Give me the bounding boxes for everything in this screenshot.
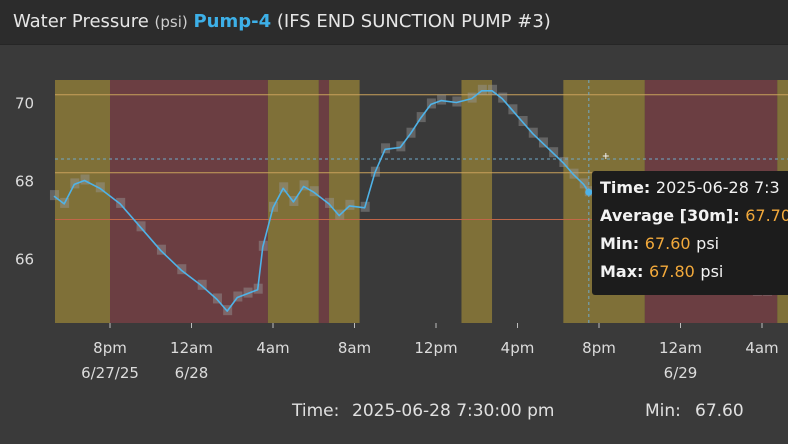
tooltip-max-unit: psi bbox=[700, 262, 724, 281]
min-max-step bbox=[437, 94, 447, 105]
chart-title: Water Pressure (psi) Pump-4 (IFS END SUN… bbox=[13, 11, 551, 32]
tooltip-min-unit: psi bbox=[696, 234, 720, 253]
tooltip-min-label: Min: bbox=[600, 234, 640, 253]
footer-time-value: 2025-06-28 7:30:00 pm bbox=[352, 401, 555, 421]
tooltip-max-row: Max: 67.80 psi bbox=[600, 262, 723, 281]
series-line bbox=[53, 90, 778, 312]
min-max-step bbox=[177, 264, 187, 275]
footer-min-label: Min: bbox=[645, 401, 681, 421]
tooltip-time-row: Time: 2025-06-28 7:3 bbox=[600, 178, 780, 197]
tooltip-min-value: 67.60 bbox=[644, 234, 691, 253]
y-tick-label: 66 bbox=[15, 251, 34, 269]
min-max-step bbox=[559, 156, 569, 167]
x-tick-label: 12am bbox=[170, 339, 213, 357]
min-max-step bbox=[381, 143, 391, 154]
pump-name-link[interactable]: Pump-4 bbox=[193, 11, 272, 32]
min-max-step bbox=[136, 221, 146, 232]
x-tick-date-label: 6/29 bbox=[664, 364, 698, 382]
tooltip-max-value: 67.80 bbox=[649, 262, 695, 281]
x-tick-label: 4am bbox=[256, 339, 289, 357]
metric-unit: (psi) bbox=[154, 13, 188, 31]
tooltip-min-row: Min: 67.60 psi bbox=[600, 234, 719, 253]
y-tick-label: 68 bbox=[15, 173, 34, 191]
x-tick-date-label: 6/27/25 bbox=[81, 364, 139, 382]
min-max-step bbox=[488, 84, 498, 95]
crosshair bbox=[55, 80, 788, 323]
chart-header: Water Pressure (psi) Pump-4 (IFS END SUN… bbox=[0, 0, 788, 45]
x-axis: 8pm 6/27/25 12am 6/28 4am 8am 12pm 4pm 8pm 12am 6/… bbox=[81, 323, 779, 382]
pump-description: (IFS END SUNCTION PUMP #3) bbox=[276, 11, 551, 32]
hover-point bbox=[585, 188, 593, 196]
tooltip-average-value: 67.70 bbox=[745, 206, 788, 225]
y-tick-label: 70 bbox=[15, 95, 34, 113]
min-max-step bbox=[309, 186, 319, 197]
x-tick-date-label: 6/28 bbox=[175, 364, 209, 382]
tooltip-time-label: Time: bbox=[600, 178, 651, 197]
series-line-group bbox=[53, 90, 778, 312]
y-axis: 66 68 70 bbox=[15, 95, 34, 269]
x-tick-label: 8am bbox=[338, 339, 371, 357]
chart-footer: Time: 2025-06-28 7:30:00 pm Min: 67.60 bbox=[0, 398, 788, 428]
x-tick-label: 4pm bbox=[501, 339, 535, 357]
status-band bbox=[110, 80, 268, 323]
x-tick-label: 4am bbox=[745, 339, 778, 357]
min-max-step bbox=[197, 279, 207, 290]
min-max-step bbox=[156, 244, 166, 255]
min-max-step bbox=[477, 84, 487, 95]
footer-min-value: 67.60 bbox=[695, 401, 744, 421]
min-max-step bbox=[579, 178, 589, 189]
min-max-step bbox=[299, 180, 309, 191]
min-max-step bbox=[345, 199, 355, 210]
x-tick-label: 8pm bbox=[582, 339, 616, 357]
min-max-step bbox=[528, 127, 538, 138]
status-band bbox=[329, 80, 360, 323]
x-tick-label: 8pm bbox=[93, 339, 127, 357]
min-max-step bbox=[80, 174, 90, 185]
min-max-step bbox=[538, 137, 548, 148]
tooltip-max-label: Max: bbox=[600, 262, 644, 281]
cursor-icon bbox=[602, 153, 609, 160]
min-max-step bbox=[116, 197, 126, 208]
min-max-step bbox=[452, 96, 462, 107]
footer-time-label: Time: bbox=[292, 401, 340, 421]
status-band bbox=[461, 80, 493, 323]
x-tick-label: 12pm bbox=[414, 339, 457, 357]
min-max-step bbox=[95, 182, 105, 193]
min-max-step bbox=[279, 182, 289, 193]
min-max-step bbox=[518, 116, 528, 126]
status-band bbox=[55, 80, 110, 323]
hover-tooltip: Time: 2025-06-28 7:3 Average [30m]: 67.7… bbox=[592, 171, 788, 295]
min-max-step bbox=[498, 92, 508, 103]
status-band bbox=[318, 80, 330, 323]
min-max-step bbox=[212, 293, 222, 304]
tooltip-average-label: Average [30m]: bbox=[600, 206, 740, 225]
min-max-step bbox=[49, 190, 59, 201]
metric-label: Water Pressure bbox=[13, 11, 149, 32]
min-max-step bbox=[508, 104, 518, 115]
min-max-step bbox=[569, 168, 579, 179]
x-tick-label: 12am bbox=[659, 339, 702, 357]
min-max-step bbox=[325, 197, 335, 208]
min-max-step bbox=[549, 147, 559, 158]
tooltip-average-row: Average [30m]: 67.70 bbox=[600, 206, 788, 225]
tooltip-time-value: 2025-06-28 7:3 bbox=[655, 178, 780, 197]
